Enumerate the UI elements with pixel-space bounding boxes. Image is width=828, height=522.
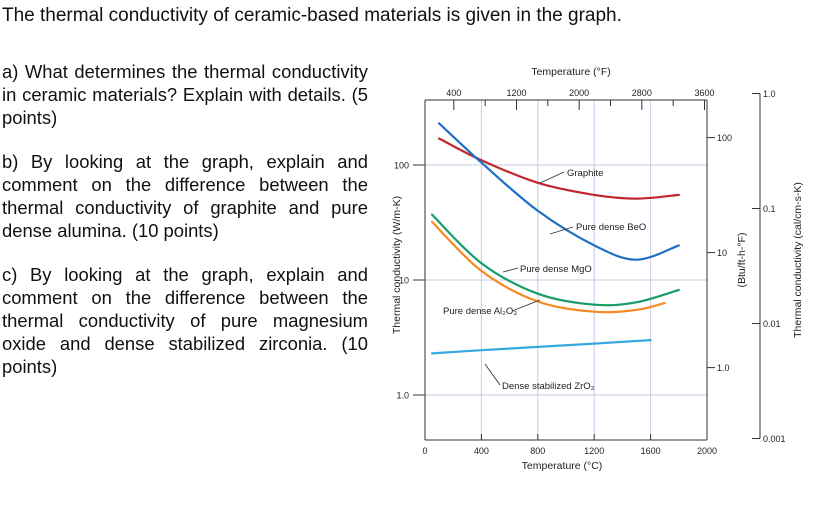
series-line-pure-dense-mgo <box>431 213 680 307</box>
x-tick-label: 0 <box>422 446 427 456</box>
question-part-a: a) What determines the thermal conductiv… <box>2 61 368 128</box>
x-tick-label: 2000 <box>697 446 717 456</box>
y-axis-title: Thermal conductivity (W/m-K) <box>391 196 403 334</box>
right-outer-tick-label: 0.1 <box>763 204 776 214</box>
right-inner-tick-label: 1.0 <box>717 363 730 373</box>
leader-line-dense-stabilized-zro2 <box>484 363 501 386</box>
chart-series <box>431 122 680 355</box>
series-label-pure-dense-al2o3: Pure dense Al₂O₃ <box>443 306 517 317</box>
right-outer-axis-title: Thermal conductivity (cal/cm-s-K) <box>792 182 804 338</box>
top-tick-label: 2000 <box>569 88 589 98</box>
y-tick-label: 100 <box>394 161 409 171</box>
x-tick-label: 1200 <box>584 446 604 456</box>
leader-line-pure-dense-beo <box>549 226 574 235</box>
chart-frame <box>413 93 761 441</box>
top-axis-title: Temperature (°F) <box>531 66 610 78</box>
x-tick-label: 1600 <box>641 446 661 456</box>
series-line-graphite <box>438 137 680 200</box>
series-label-pure-dense-beo: Pure dense BeO <box>576 222 646 233</box>
series-label-graphite: Graphite <box>567 168 603 179</box>
chart-grid <box>425 100 707 440</box>
right-inner-tick-label: 10 <box>717 248 727 258</box>
series-line-pure-dense-beo <box>438 122 680 261</box>
question-part-b: b) By looking at the graph, explain and … <box>2 151 368 241</box>
top-tick-label: 400 <box>446 88 461 98</box>
leader-line-graphite <box>539 171 565 184</box>
right-outer-tick-label: 1.0 <box>763 89 776 99</box>
series-line-pure-dense-al2o3 <box>431 220 666 314</box>
x-tick-label: 800 <box>530 446 545 456</box>
series-label-pure-dense-mgo: Pure dense MgO <box>520 264 592 275</box>
top-tick-label: 1200 <box>506 88 526 98</box>
y-tick-label: 1.0 <box>396 391 409 401</box>
top-tick-label: 2800 <box>632 88 652 98</box>
series-label-dense-stabilized-zro2: Dense stabilized ZrO₂ <box>502 381 595 392</box>
right-inner-axis-title: (Btu/ft-h-°F) <box>736 233 748 288</box>
right-inner-tick-label: 100 <box>717 133 732 143</box>
series-line-dense-stabilized-zro2 <box>431 339 652 355</box>
right-outer-tick-label: 0.001 <box>763 434 786 444</box>
leader-line-pure-dense-al2o3 <box>511 299 541 312</box>
x-tick-label: 400 <box>474 446 489 456</box>
leader-line-pure-dense-mgo <box>502 267 519 273</box>
x-axis-title: Temperature (°C) <box>522 460 603 472</box>
question-part-c: c) By looking at the graph, explain and … <box>2 264 368 377</box>
right-outer-tick-label: 0.01 <box>763 319 781 329</box>
top-tick-label: 3600 <box>694 88 714 98</box>
y-tick-label: 10 <box>399 276 409 286</box>
question-title: The thermal conductivity of ceramic-base… <box>2 5 622 26</box>
chart-labels: 1.0 10 100 0 400 800 1200 1600 2000 400 1200 2000 28… <box>394 88 786 456</box>
